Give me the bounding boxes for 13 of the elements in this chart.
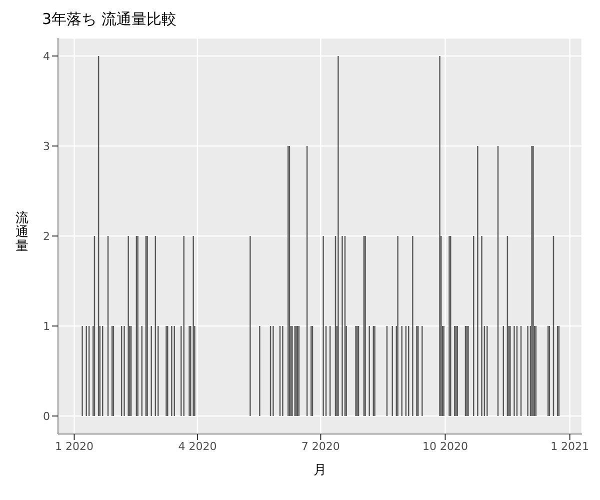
y-tick-label: 3 — [43, 140, 50, 153]
y-axis-title: 流通量 — [16, 210, 28, 254]
y-tick-label: 0 — [43, 410, 50, 423]
chart-title: 3年落ち 流通量比較 — [41, 9, 178, 30]
x-tick-label: 1 2020 — [55, 440, 94, 453]
x-tick-label: 1 2021 — [550, 440, 590, 453]
y-tick-label: 4 — [43, 50, 50, 63]
x-tick-label: 10 2020 — [422, 440, 468, 453]
y-tick-label: 1 — [43, 320, 50, 333]
y-tick-label: 2 — [43, 230, 50, 243]
x-tick-label: 7 2020 — [301, 440, 340, 453]
x-axis-title: 月 — [314, 463, 326, 478]
x-tick-label: 4 2020 — [178, 440, 217, 453]
